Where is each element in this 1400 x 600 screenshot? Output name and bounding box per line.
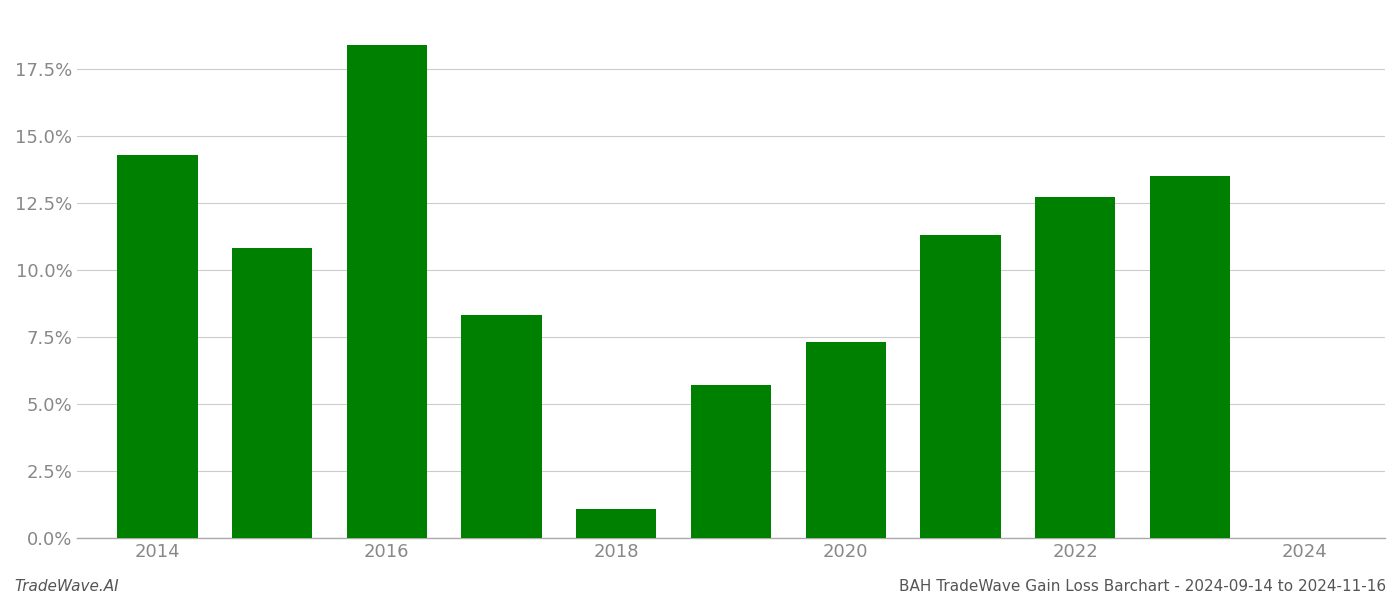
Bar (577, 509, 657, 538)
Bar (232, 248, 312, 538)
Bar (347, 44, 427, 538)
Bar (1035, 197, 1116, 538)
Bar (118, 155, 197, 538)
Bar (1149, 176, 1231, 538)
Bar (462, 316, 542, 538)
Text: BAH TradeWave Gain Loss Barchart - 2024-09-14 to 2024-11-16: BAH TradeWave Gain Loss Barchart - 2024-… (899, 579, 1386, 594)
Text: TradeWave.AI: TradeWave.AI (14, 579, 119, 594)
Bar (805, 342, 886, 538)
Bar (920, 235, 1001, 538)
Bar (692, 385, 771, 538)
